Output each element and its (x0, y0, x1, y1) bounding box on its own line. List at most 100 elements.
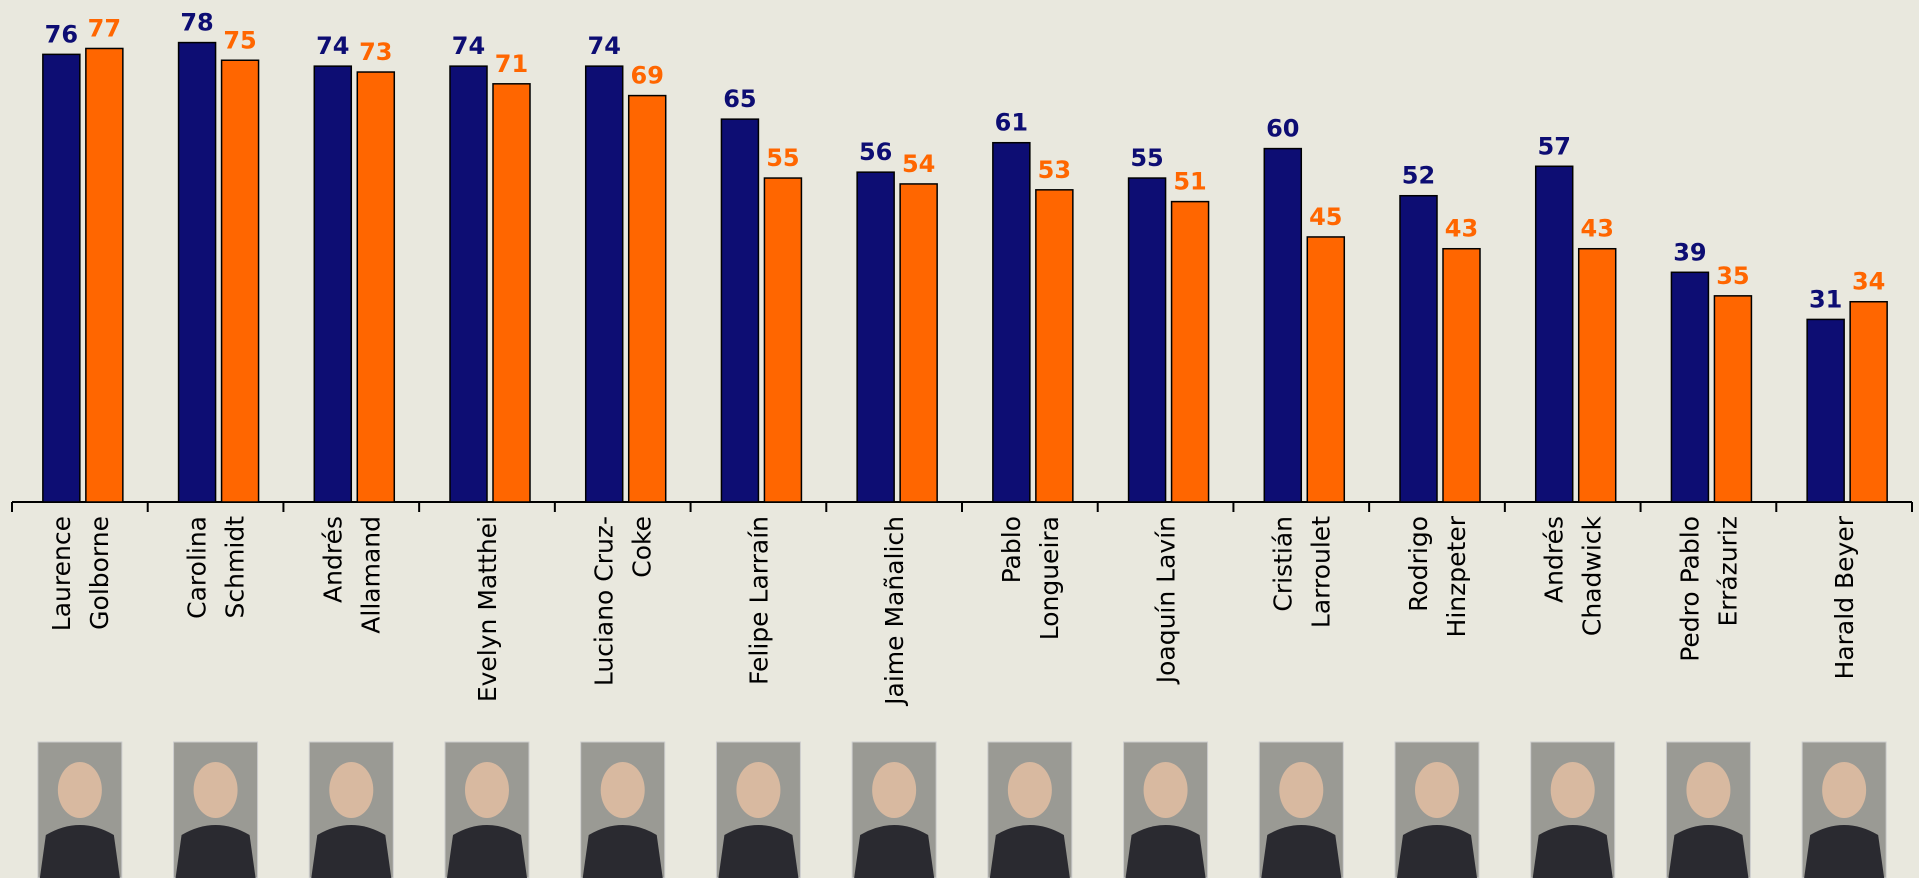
bar (1442, 247, 1481, 503)
value-label: 60 (1266, 115, 1299, 143)
category-label: Evelyn Matthei (473, 516, 502, 702)
bar (899, 183, 938, 503)
bar (42, 53, 81, 503)
value-label: 75 (223, 26, 256, 54)
photo-face (1822, 762, 1867, 818)
bar (85, 47, 124, 503)
category-label: Allamand (356, 516, 385, 634)
photo-face (1686, 762, 1731, 818)
photo-suit (447, 825, 527, 878)
bar (1849, 300, 1888, 503)
value-label: 65 (723, 85, 756, 113)
category-label: Andrés (318, 516, 347, 603)
photo-face (1279, 762, 1324, 818)
photo-face (1143, 762, 1188, 818)
bar (992, 141, 1031, 503)
photo-suit (1532, 825, 1613, 878)
value-label: 74 (316, 32, 349, 60)
photo-suit (1804, 825, 1885, 878)
photo-suit (175, 825, 256, 878)
value-label: 34 (1852, 268, 1885, 296)
category-label: Hinzpeter (1442, 515, 1471, 637)
value-label: 74 (588, 32, 621, 60)
bar (627, 94, 667, 503)
value-label: 56 (859, 138, 892, 166)
value-label: 73 (359, 38, 392, 66)
photo-suit (311, 825, 392, 878)
photo-suit (989, 825, 1070, 878)
value-label: 39 (1673, 238, 1706, 266)
category-label: Longueira (1035, 516, 1064, 640)
value-label: 78 (180, 9, 213, 37)
category-label: Laurence (47, 516, 76, 631)
bar (220, 59, 260, 503)
bar (584, 65, 624, 503)
category-label: Schmidt (221, 516, 250, 619)
bar (1670, 271, 1710, 503)
photo-suit (39, 825, 120, 878)
photo-face (193, 762, 238, 818)
photo-suit (718, 825, 799, 878)
value-label: 51 (1173, 168, 1206, 196)
category-label: Jaime Mañalich (880, 516, 909, 707)
value-label: 45 (1309, 203, 1342, 231)
bar (1035, 189, 1074, 503)
value-label: 55 (766, 144, 799, 172)
category-label: Joaquín Lavín (1152, 516, 1181, 685)
photo-face (465, 762, 509, 818)
value-label: 52 (1402, 162, 1435, 190)
category-label: Andrés (1540, 516, 1569, 603)
photo-suit (1397, 825, 1477, 878)
bar (449, 65, 488, 503)
category-label: Chadwick (1578, 515, 1607, 636)
category-label: Carolina (183, 516, 212, 619)
bar (1534, 165, 1574, 503)
value-label: 61 (995, 109, 1028, 137)
bar (1306, 236, 1346, 503)
category-label: Luciano Cruz- (590, 516, 619, 686)
photo-face (329, 762, 374, 818)
bar (177, 41, 217, 503)
bar (1263, 147, 1303, 503)
bar (356, 71, 396, 503)
category-label: Cristián (1268, 516, 1297, 612)
bar (313, 65, 353, 503)
photo-suit (1261, 825, 1342, 878)
value-label: 31 (1809, 285, 1842, 313)
photo-face (872, 762, 917, 818)
category-label: Pablo (997, 516, 1026, 583)
bar (720, 118, 760, 503)
photo-face (1007, 762, 1052, 818)
bar (763, 177, 803, 503)
category-label: Harald Beyer (1830, 515, 1859, 679)
value-label: 74 (452, 32, 485, 60)
value-label: 76 (45, 20, 78, 48)
category-label: Golborne (85, 516, 114, 630)
value-label: 69 (631, 62, 664, 90)
category-label: Felipe Larraín (744, 516, 773, 685)
category-label: Pedro Pablo (1675, 516, 1704, 662)
bar (1577, 247, 1617, 503)
value-label: 53 (1038, 156, 1071, 184)
photo-suit (582, 825, 663, 878)
bar (1713, 295, 1753, 503)
bar (1399, 194, 1438, 503)
photo-face (1415, 762, 1459, 818)
bar (1806, 318, 1845, 503)
photo-suit (1125, 825, 1206, 878)
photo-suit (1668, 825, 1749, 878)
photo-face (736, 762, 781, 818)
value-label: 43 (1445, 215, 1478, 243)
bar (856, 171, 895, 503)
value-label: 55 (1130, 144, 1163, 172)
photo-face (1550, 762, 1595, 818)
value-label: 71 (495, 50, 528, 78)
value-label: 57 (1538, 132, 1571, 160)
photo-face (57, 762, 102, 818)
category-label: Coke (628, 516, 657, 578)
value-label: 54 (902, 150, 935, 178)
bar (492, 83, 531, 503)
photo-face (600, 762, 645, 818)
